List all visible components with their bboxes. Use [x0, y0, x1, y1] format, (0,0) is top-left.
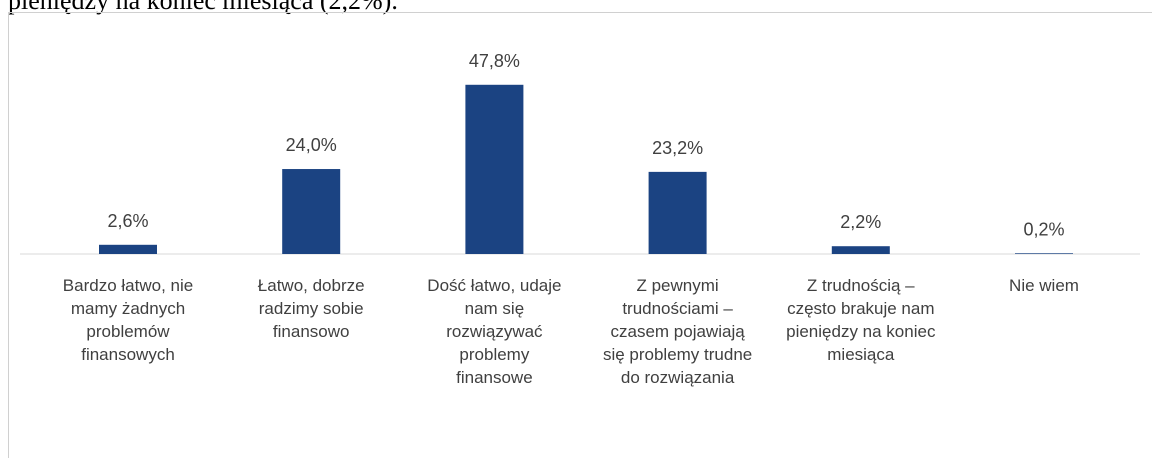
value-label: 23,2% — [652, 138, 703, 158]
lead-text: pieniędzy na koniec miesiąca (2,2%). — [8, 0, 398, 15]
value-label: 2,6% — [107, 211, 148, 231]
category-label: Łatwo, dobrze radzimy sobie finansowo — [257, 276, 365, 341]
category-label: Nie wiem — [1009, 276, 1079, 295]
bar — [99, 244, 157, 254]
value-label: 0,2% — [1023, 219, 1064, 239]
value-label: 47,8% — [469, 51, 520, 71]
category-label: Dość łatwo, udaje nam się rozwiązywać pr… — [427, 276, 562, 387]
value-label: 2,2% — [840, 212, 881, 232]
value-label: 24,0% — [286, 135, 337, 155]
category-label: Z pewnymi trudnościami – czasem pojawiaj… — [602, 276, 753, 387]
chart-frame — [8, 12, 1152, 458]
category-label: Bardzo łatwo, nie mamy żadnych problemów… — [62, 276, 194, 364]
bar — [465, 84, 524, 255]
bar — [282, 169, 341, 254]
bar — [831, 246, 890, 254]
bar — [1015, 253, 1073, 254]
bar — [648, 171, 707, 254]
category-label: Z trudnością – często brakuje nam pienię… — [786, 276, 936, 364]
